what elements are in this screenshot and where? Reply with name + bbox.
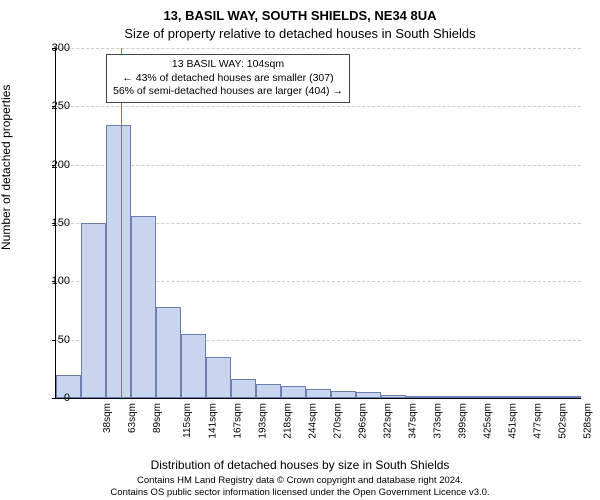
histogram-bar xyxy=(206,357,231,398)
callout-line3: 56% of semi-detached houses are larger (… xyxy=(113,85,343,99)
xtick-label: 399sqm xyxy=(457,403,468,439)
histogram-bar xyxy=(81,223,106,398)
histogram-bar xyxy=(231,379,256,398)
ytick-label: 300 xyxy=(52,42,70,54)
histogram-bar xyxy=(156,307,181,398)
histogram-bar xyxy=(431,396,456,398)
histogram-bar xyxy=(356,392,381,398)
xtick-label: 89sqm xyxy=(152,403,163,433)
ytick-mark xyxy=(52,340,56,341)
y-axis-label: Number of detached properties xyxy=(0,85,13,250)
histogram-bar xyxy=(181,334,206,398)
callout-line1: 13 BASIL WAY: 104sqm xyxy=(113,58,343,72)
histogram-bar xyxy=(306,389,331,398)
x-axis-label: Distribution of detached houses by size … xyxy=(0,458,600,472)
callout-box: 13 BASIL WAY: 104sqm ← 43% of detached h… xyxy=(106,54,350,103)
xtick-label: 373sqm xyxy=(432,403,443,439)
chart-container: 13, BASIL WAY, SOUTH SHIELDS, NE34 8UA S… xyxy=(0,0,600,500)
xtick-label: 322sqm xyxy=(382,403,393,439)
ytick-label: 100 xyxy=(52,275,70,287)
grid-line xyxy=(56,106,581,107)
histogram-bar xyxy=(506,396,531,398)
histogram-bar xyxy=(131,216,156,398)
grid-line xyxy=(56,48,581,49)
xtick-label: 528sqm xyxy=(582,403,593,439)
grid-line xyxy=(56,165,581,166)
histogram-bar xyxy=(106,125,131,398)
ytick-label: 0 xyxy=(64,392,70,404)
xtick-label: 38sqm xyxy=(102,403,113,433)
footer-line1: Contains HM Land Registry data © Crown c… xyxy=(0,475,600,486)
ytick-label: 150 xyxy=(52,217,70,229)
xtick-label: 167sqm xyxy=(232,403,243,439)
histogram-bar xyxy=(281,386,306,398)
xtick-label: 244sqm xyxy=(307,403,318,439)
xtick-label: 141sqm xyxy=(207,403,218,439)
ytick-label: 50 xyxy=(58,334,70,346)
chart-title-main: 13, BASIL WAY, SOUTH SHIELDS, NE34 8UA xyxy=(0,8,600,23)
xtick-label: 451sqm xyxy=(507,403,518,439)
xtick-label: 193sqm xyxy=(257,403,268,439)
callout-line2: ← 43% of detached houses are smaller (30… xyxy=(113,72,343,86)
xtick-label: 63sqm xyxy=(127,403,138,433)
ytick-mark xyxy=(52,398,56,399)
chart-title-sub: Size of property relative to detached ho… xyxy=(0,26,600,41)
xtick-label: 270sqm xyxy=(332,403,343,439)
xtick-label: 425sqm xyxy=(482,403,493,439)
xtick-label: 115sqm xyxy=(181,403,192,438)
xtick-label: 502sqm xyxy=(557,403,568,439)
footer: Contains HM Land Registry data © Crown c… xyxy=(0,475,600,498)
ytick-label: 200 xyxy=(52,159,70,171)
plot-area: 13 BASIL WAY: 104sqm ← 43% of detached h… xyxy=(55,48,581,399)
xtick-label: 477sqm xyxy=(532,403,543,439)
histogram-bar xyxy=(406,396,431,398)
histogram-bar xyxy=(331,391,356,398)
xtick-label: 296sqm xyxy=(357,403,368,439)
histogram-bar xyxy=(531,396,556,398)
histogram-bar xyxy=(381,395,406,399)
histogram-bar xyxy=(256,384,281,398)
histogram-bar xyxy=(481,396,506,398)
ytick-label: 250 xyxy=(52,100,70,112)
xtick-label: 218sqm xyxy=(282,403,293,439)
footer-line2: Contains OS public sector information li… xyxy=(0,487,600,498)
xtick-label: 347sqm xyxy=(407,403,418,439)
histogram-bar xyxy=(556,396,581,398)
histogram-bar xyxy=(456,396,481,398)
